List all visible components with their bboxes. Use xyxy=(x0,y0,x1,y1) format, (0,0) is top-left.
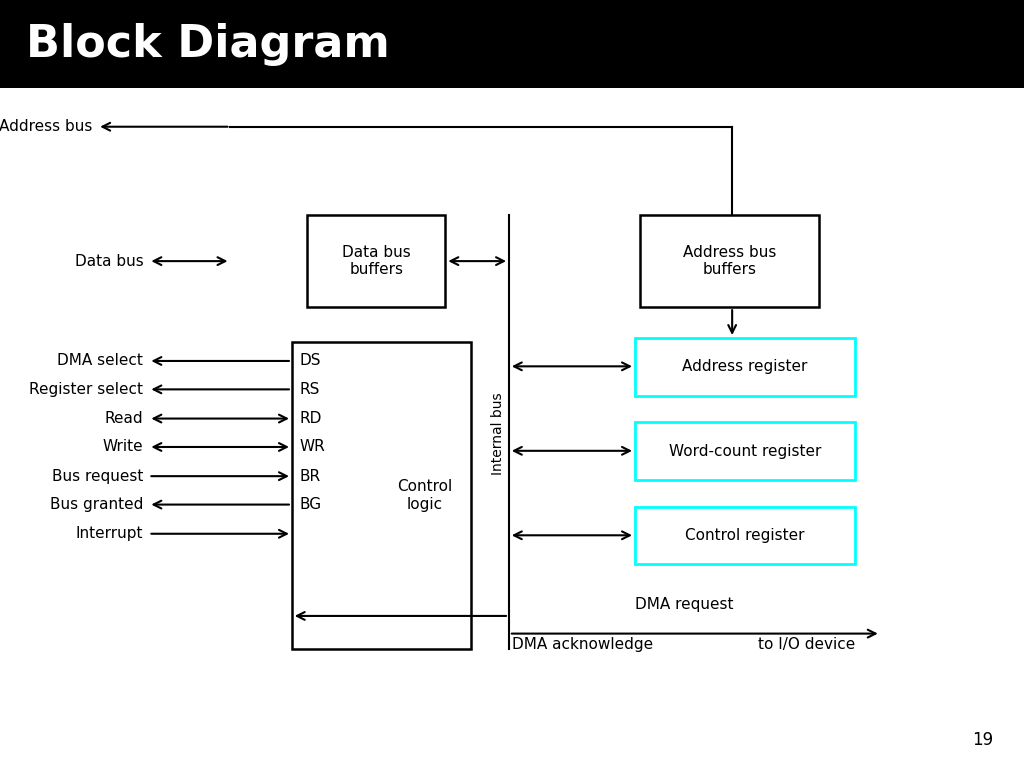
Bar xyxy=(635,338,855,396)
Text: DMA request: DMA request xyxy=(635,597,733,612)
Text: Bus granted: Bus granted xyxy=(50,497,143,512)
Text: RD: RD xyxy=(299,411,322,426)
Bar xyxy=(292,342,471,649)
Text: Control
logic: Control logic xyxy=(397,479,453,511)
Text: Read: Read xyxy=(104,411,143,426)
Text: Data bus
buffers: Data bus buffers xyxy=(342,245,411,277)
Bar xyxy=(635,507,855,564)
Text: Address bus
buffers: Address bus buffers xyxy=(683,245,776,277)
Text: BG: BG xyxy=(299,497,322,512)
Bar xyxy=(0,0,1024,88)
Text: 19: 19 xyxy=(972,731,993,749)
Text: Data bus: Data bus xyxy=(75,253,143,269)
Bar xyxy=(635,422,855,480)
Text: Word-count register: Word-count register xyxy=(669,444,821,458)
Bar xyxy=(307,215,445,307)
Text: Address register: Address register xyxy=(682,359,808,374)
Text: WR: WR xyxy=(299,439,325,455)
Text: DS: DS xyxy=(299,353,321,369)
Text: Bus request: Bus request xyxy=(52,468,143,484)
Bar xyxy=(640,215,819,307)
Text: DMA select: DMA select xyxy=(57,353,143,369)
Text: Register select: Register select xyxy=(30,382,143,397)
Text: to I/O device: to I/O device xyxy=(758,637,855,653)
Text: DMA acknowledge: DMA acknowledge xyxy=(512,637,653,653)
Text: RS: RS xyxy=(299,382,319,397)
Text: Control register: Control register xyxy=(685,528,805,543)
Text: Address bus: Address bus xyxy=(0,119,92,134)
Text: Internal bus: Internal bus xyxy=(490,392,505,475)
Text: Block Diagram: Block Diagram xyxy=(26,23,389,65)
Text: Interrupt: Interrupt xyxy=(76,526,143,541)
Text: Write: Write xyxy=(102,439,143,455)
Text: BR: BR xyxy=(299,468,321,484)
